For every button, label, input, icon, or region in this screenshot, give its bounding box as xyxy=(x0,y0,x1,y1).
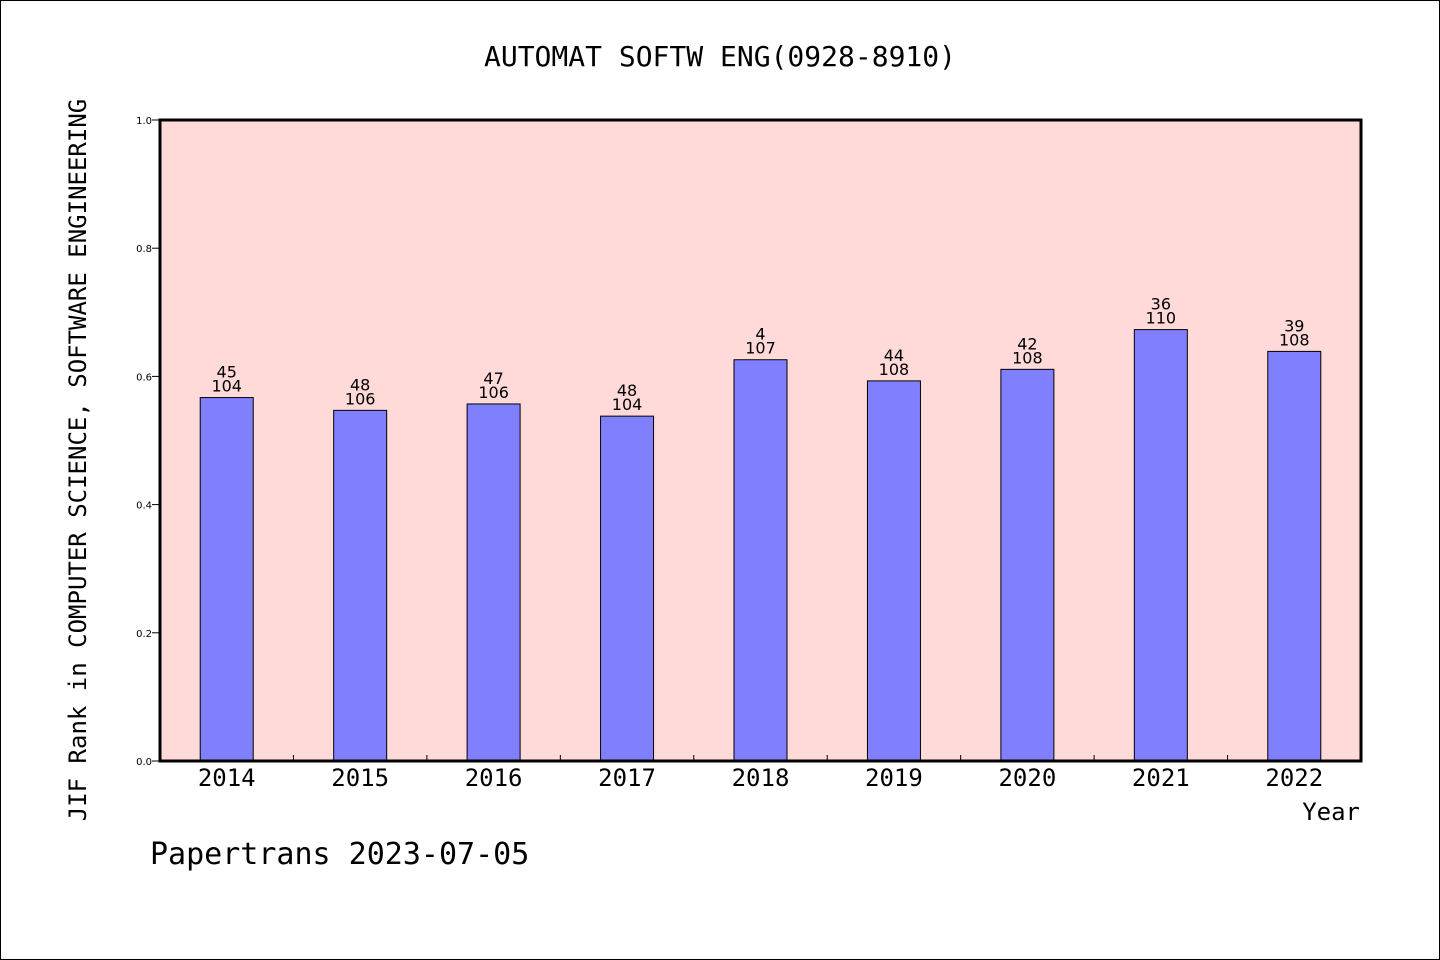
x-tick-label: 2018 xyxy=(732,764,790,792)
y-tick-label: 0.8 xyxy=(136,244,152,255)
rank-label: 48 xyxy=(617,381,637,400)
bar-2016 xyxy=(466,403,521,762)
total-label: 104 xyxy=(612,395,643,414)
rank-label: 36 xyxy=(1151,295,1171,314)
x-tick-label: 2019 xyxy=(865,764,923,792)
bar-2015 xyxy=(333,409,388,762)
y-axis: 0.0 0.2 0.4 0.6 0.8 1.0 xyxy=(136,116,160,768)
rank-label: 42 xyxy=(1017,334,1037,353)
chart-title: AUTOMAT SOFTW ENG(0928-8910) xyxy=(484,40,956,73)
bar-2014 xyxy=(199,397,254,762)
bars xyxy=(199,329,1322,762)
total-label: 108 xyxy=(1279,330,1310,349)
x-tick-label: 2017 xyxy=(598,764,656,792)
x-tick-label: 2022 xyxy=(1265,764,1323,792)
rank-label: 45 xyxy=(217,363,237,382)
total-label: 106 xyxy=(345,389,376,408)
total-label: 108 xyxy=(879,360,910,379)
y-tick-label: 1.0 xyxy=(136,116,152,127)
bar-2020 xyxy=(1000,368,1055,762)
x-tick-label: 2015 xyxy=(331,764,389,792)
bar-2018 xyxy=(733,359,788,762)
bar-2021 xyxy=(1133,329,1188,762)
bar-2017 xyxy=(600,415,655,762)
x-tick-label: 2021 xyxy=(1132,764,1190,792)
bar-2019 xyxy=(866,380,921,762)
y-tick-label: 0.4 xyxy=(136,501,152,512)
x-axis-label: Year xyxy=(1302,798,1360,826)
rank-label: 47 xyxy=(483,369,503,388)
y-tick-label: 0.6 xyxy=(136,372,152,383)
rank-label: 44 xyxy=(884,346,904,365)
x-tick-label: 2016 xyxy=(465,764,523,792)
total-label: 108 xyxy=(1012,348,1043,367)
x-tick-label: 2020 xyxy=(998,764,1056,792)
footer-credit: Papertrans 2023-07-05 xyxy=(150,837,529,872)
rank-label: 48 xyxy=(350,375,370,394)
x-axis: 2014 2015 2016 2017 2018 2019 2020 2021 2022 xyxy=(198,755,1323,792)
rank-label: 4 xyxy=(755,325,765,344)
y-tick-label: 0.0 xyxy=(136,757,152,768)
total-label: 106 xyxy=(478,383,509,402)
bar-2022 xyxy=(1267,350,1322,762)
total-label: 110 xyxy=(1146,309,1177,328)
x-tick-label: 2014 xyxy=(198,764,256,792)
plot-border xyxy=(158,118,1363,763)
total-label: 107 xyxy=(745,339,776,358)
rank-label: 39 xyxy=(1284,316,1304,335)
y-axis-label: JIF Rank in COMPUTER SCIENCE, SOFTWARE E… xyxy=(64,99,92,821)
y-tick-label: 0.2 xyxy=(136,629,152,640)
total-label: 104 xyxy=(211,377,242,396)
